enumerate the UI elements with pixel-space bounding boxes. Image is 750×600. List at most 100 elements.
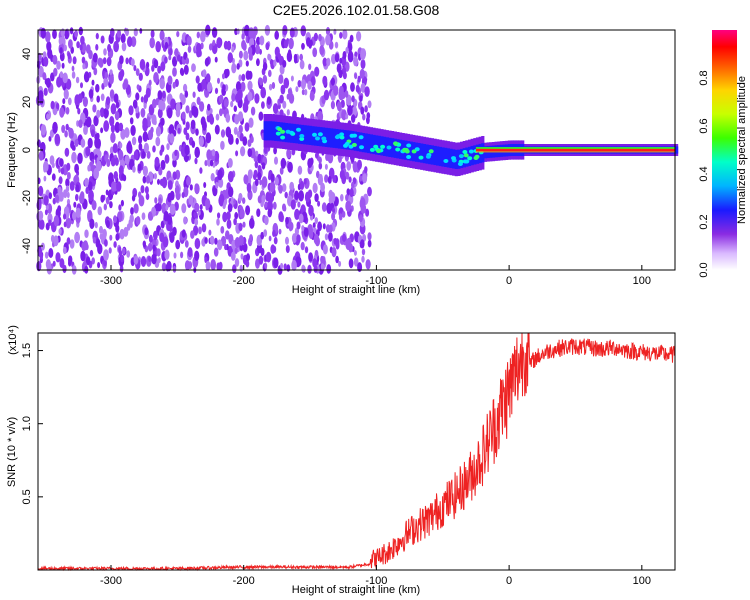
noise-dot: [213, 247, 219, 257]
y-tick-label: 20: [21, 96, 33, 108]
noise-dot: [154, 197, 158, 204]
noise-dot: [128, 219, 132, 226]
noise-dot: [148, 79, 152, 86]
noise-dot: [223, 98, 229, 108]
noise-dot: [263, 146, 268, 155]
noise-dot: [193, 212, 197, 218]
noise-dot: [335, 255, 339, 264]
noise-dot: [74, 138, 79, 147]
noise-dot: [294, 208, 300, 220]
noise-dot: [205, 73, 211, 84]
noise-dot: [361, 255, 365, 263]
noise-dot: [279, 167, 284, 175]
noise-dot: [172, 67, 177, 77]
noise-dot: [63, 213, 67, 220]
noise-dot: [273, 59, 277, 67]
noise-dot: [220, 140, 225, 150]
noise-dot: [179, 92, 184, 101]
noise-dot: [85, 256, 91, 266]
noise-dot: [184, 90, 189, 98]
noise-dot: [337, 155, 341, 161]
noise-dot: [364, 105, 368, 113]
noise-dot: [216, 262, 221, 271]
noise-dot: [342, 210, 346, 218]
noise-dot: [113, 93, 119, 103]
trace-core: [324, 127, 328, 147]
colorbar-tick-label: 0.2: [698, 214, 710, 229]
noise-dot: [144, 186, 149, 195]
noise-dot: [220, 226, 225, 234]
noise-dot: [169, 203, 176, 215]
noise-dot: [80, 35, 85, 45]
noise-dot: [162, 236, 169, 248]
noise-dot: [109, 201, 113, 209]
noise-dot: [334, 41, 339, 49]
snr-x-ticks: -300 -200 -100 0 100: [100, 565, 651, 587]
noise-dot: [95, 83, 100, 93]
x-tick-label: 0: [506, 275, 512, 287]
noise-dot: [268, 174, 271, 181]
noise-dot: [142, 117, 148, 129]
noise-dot: [114, 111, 120, 121]
spectrogram-y-ticks: -40 -20 0 20 40: [21, 48, 43, 254]
noise-dot: [156, 201, 162, 212]
noise-dot: [105, 196, 110, 205]
noise-dot: [125, 28, 129, 37]
trace-blob: [443, 159, 449, 163]
noise-dot: [324, 233, 329, 241]
noise-dot: [53, 67, 58, 77]
noise-dot: [285, 216, 289, 225]
noise-dot: [254, 178, 259, 187]
trace-blob: [351, 142, 357, 147]
trace-core: [372, 134, 376, 155]
noise-dot: [70, 140, 75, 149]
noise-dot: [103, 120, 110, 132]
trace-blob: [285, 129, 291, 134]
noise-dot: [336, 101, 342, 112]
trace-core: [460, 148, 464, 169]
noise-dot: [68, 39, 73, 49]
colorbar: 0.0 0.2 0.4 0.6 0.8 Normalized spectral ampl…: [698, 30, 748, 278]
trace-core: [268, 121, 273, 141]
noise-dot: [298, 213, 304, 224]
noise-dot: [349, 188, 354, 198]
noise-dot: [59, 158, 64, 167]
noise-dot: [43, 161, 49, 173]
noise-dot: [75, 76, 80, 84]
trace-core: [446, 148, 450, 168]
noise-dot: [141, 150, 146, 159]
noise-dot: [113, 40, 119, 53]
noise-dot: [80, 82, 83, 89]
noise-dot: [362, 173, 368, 184]
noise-dot: [123, 226, 129, 237]
noise-dot: [185, 132, 190, 141]
noise-dot: [286, 109, 290, 116]
noise-dot: [59, 258, 65, 269]
noise-dot: [296, 221, 301, 230]
noise-dot: [209, 108, 213, 114]
noise-dot: [234, 237, 241, 248]
noise-dot: [367, 239, 372, 248]
noise-dot: [156, 248, 161, 257]
noise-dot: [96, 109, 101, 119]
x-tick-label: -200: [233, 275, 255, 287]
noise-dot: [152, 98, 157, 109]
noise-dot: [348, 176, 352, 183]
noise-dot: [339, 57, 343, 64]
colorbar-label: Normalized spectral amplitude: [736, 76, 748, 224]
noise-dot: [85, 186, 89, 195]
trace-blob: [457, 162, 463, 166]
noise-dot: [145, 175, 150, 184]
noise-dot: [192, 106, 199, 118]
noise-dot: [66, 162, 71, 171]
noise-dot: [122, 247, 126, 255]
noise-dot: [247, 91, 253, 102]
noise-dot: [183, 64, 189, 75]
noise-dot: [238, 222, 243, 232]
trace-blob: [275, 131, 281, 136]
x-tick-label: 0: [506, 575, 512, 587]
noise-dot: [278, 228, 282, 235]
noise-dot: [367, 232, 372, 241]
noise-dot: [110, 103, 117, 115]
trace-blob: [467, 156, 473, 161]
